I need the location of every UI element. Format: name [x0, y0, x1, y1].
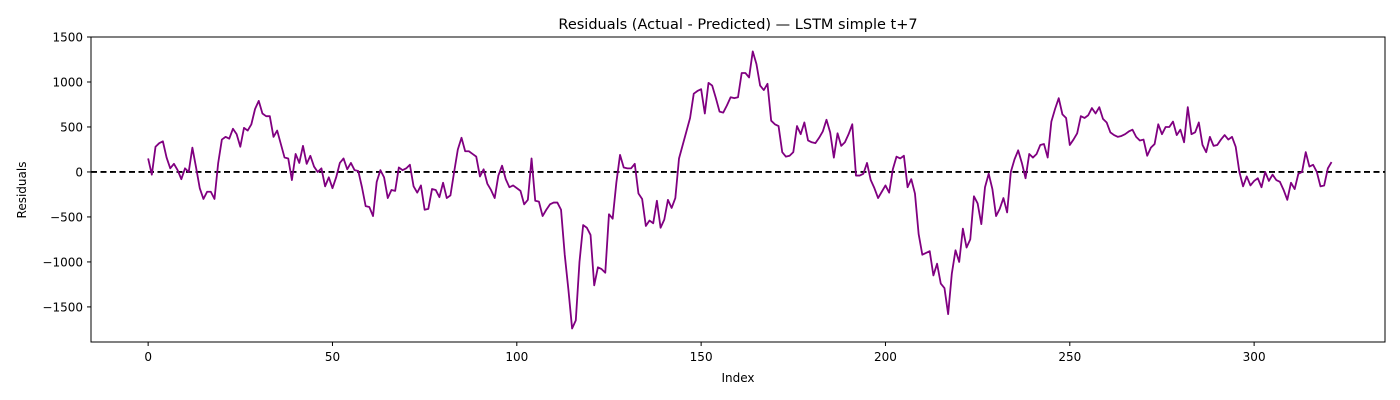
y-tick-label: 0 — [75, 165, 83, 179]
x-tick-label: 250 — [1058, 350, 1081, 364]
plot-area: 0 50 100 150 200 250 300 −1500 −1000 −500 0 500 1000… — [42, 31, 1386, 364]
chart-title: Residuals (Actual - Predicted) — LSTM si… — [558, 17, 917, 33]
x-tick-label: 200 — [874, 350, 897, 364]
x-tick-label: 300 — [1243, 350, 1266, 364]
x-tick-label: 100 — [505, 350, 528, 364]
y-tick-label: −1000 — [42, 255, 83, 269]
x-tick-label: 0 — [144, 350, 152, 364]
y-tick-label: −500 — [50, 210, 83, 224]
y-tick-label: 1000 — [52, 75, 83, 89]
plot-frame — [90, 36, 1386, 343]
x-tick-label: 50 — [325, 350, 340, 364]
y-tick-label: 1500 — [52, 31, 83, 45]
x-axis-label: Index — [721, 371, 754, 385]
y-axis-label: Residuals — [15, 162, 29, 219]
x-tick-label: 150 — [690, 350, 713, 364]
residuals-series-line — [147, 50, 1333, 330]
y-tick-label: 500 — [60, 120, 83, 134]
y-tick-label: −1500 — [42, 300, 83, 314]
